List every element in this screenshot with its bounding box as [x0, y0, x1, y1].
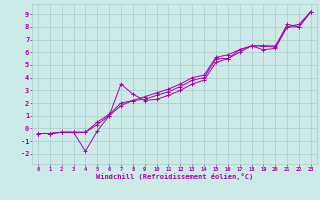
X-axis label: Windchill (Refroidissement éolien,°C): Windchill (Refroidissement éolien,°C) — [96, 173, 253, 180]
